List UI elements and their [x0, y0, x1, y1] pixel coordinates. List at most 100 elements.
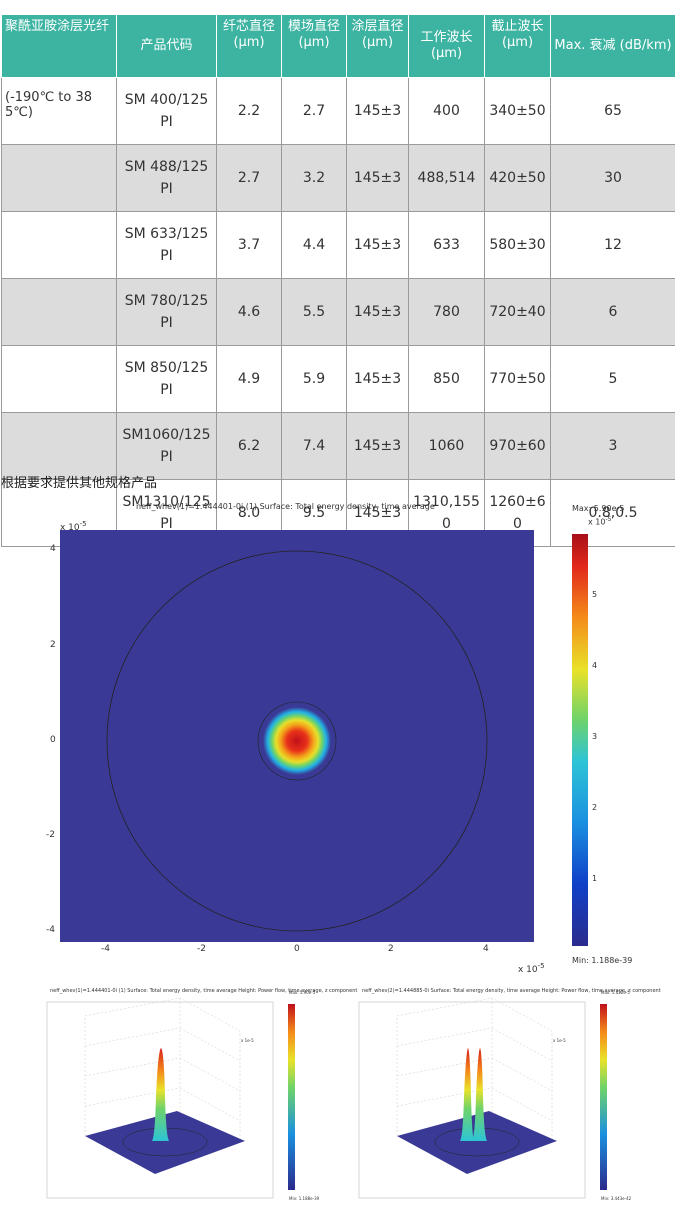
colorbar-tick: 2	[592, 803, 598, 812]
colorbar-max: Max: 5.90e-5	[572, 504, 625, 513]
table-cell: 2.7	[216, 144, 282, 212]
table-cell: SM 850/125 PI	[116, 345, 217, 413]
small-axis-label: x 1e-5	[241, 1038, 254, 1043]
header-cell: 工作波长 (μm)	[408, 14, 485, 78]
colorbar-tick: 4	[592, 661, 598, 670]
table-cell	[1, 144, 117, 212]
table-cell: (-190℃ to 385℃)	[1, 77, 117, 145]
table-cell: 5	[550, 345, 675, 413]
table-cell: 4.4	[281, 211, 347, 279]
y-tick: 4	[50, 544, 56, 554]
y-tick: -2	[46, 830, 55, 840]
small-plot-right: neff_whev(2)=1.444885-0i Surface: Total …	[357, 986, 661, 1206]
table-cell: SM 488/125 PI	[116, 144, 217, 212]
small-colorbar-max: Max: 5.90e-5	[289, 990, 316, 995]
small-plot-left-svg	[46, 997, 295, 1199]
table-cell: 970±60	[484, 412, 551, 480]
small-plot-right-svg	[358, 997, 607, 1199]
colorbar-tick: 3	[592, 732, 598, 741]
table-row: SM 780/125 PI 4.6 5.5 145±3 780 720±40 6	[1, 278, 675, 346]
table-cell	[1, 211, 117, 279]
table-cell: 65	[550, 77, 675, 145]
table-cell: 1060	[408, 412, 485, 480]
table-cell: SM1060/125 PI	[116, 412, 217, 480]
mode-peak	[472, 1048, 487, 1141]
y-tick: 2	[50, 640, 56, 650]
table-cell: 400	[408, 77, 485, 145]
small-axis-label: x 1e-5	[553, 1038, 566, 1043]
table-cell: 12	[550, 211, 675, 279]
small-plot-title: neff_whev(1)=1.444401-0i (1) Surface: To…	[50, 988, 358, 994]
table-cell: 145±3	[346, 211, 409, 279]
table-cell: 633	[408, 211, 485, 279]
small-colorbar-min: Min: 1.188e-39	[289, 1196, 320, 1201]
table-cell	[1, 345, 117, 413]
spec-table: 聚酰亚胺涂层光纤 产品代码 纤芯直径 (μm) 模场直径 (μm) 涂层直径 (…	[1, 14, 675, 547]
header-cell: 模场直径 (μm)	[281, 14, 347, 78]
table-cell: 4.6	[216, 278, 282, 346]
table-cell: 4.9	[216, 345, 282, 413]
table-row: SM 633/125 PI 3.7 4.4 145±3 633 580±30 12	[1, 211, 675, 279]
x-tick: 2	[388, 944, 394, 954]
table-row: (-190℃ to 385℃) SM 400/125 PI 2.2 2.7 145±3 4…	[1, 77, 675, 145]
y-tick: -4	[46, 925, 55, 935]
table-cell: 3.2	[281, 144, 347, 212]
mode-peak	[460, 1048, 474, 1141]
table-cell: 2.2	[216, 77, 282, 145]
note-text: 根据要求提供其他规格产品	[1, 476, 158, 491]
table-cell: 6.2	[216, 412, 282, 480]
x-tick: 0	[294, 944, 300, 954]
table-cell: 850	[408, 345, 485, 413]
table-cell: 340±50	[484, 77, 551, 145]
x-tick: -4	[101, 944, 110, 954]
table-cell: 3	[550, 412, 675, 480]
table-cell: 720±40	[484, 278, 551, 346]
table-cell: 145±3	[346, 345, 409, 413]
table-cell: 0.8,0.5	[550, 479, 675, 547]
main-plot-title: neff_whev(1)=1.444401-0i (1) Surface: To…	[136, 502, 435, 511]
x-scale: x 10-5	[518, 962, 545, 975]
header-cell: 聚酰亚胺涂层光纤	[1, 14, 117, 78]
small-colorbar	[288, 1004, 295, 1190]
table-cell: 3.7	[216, 211, 282, 279]
header-cell: Max. 衰减 (dB/km)	[550, 14, 675, 78]
colorbar-tick: 1	[592, 874, 598, 883]
table-cell: 7.4	[281, 412, 347, 480]
table-cell: 5.5	[281, 278, 347, 346]
main-plot-svg	[60, 530, 588, 946]
table-cell: 2.7	[281, 77, 347, 145]
table-cell: 6	[550, 278, 675, 346]
cladding-circle	[106, 550, 488, 932]
table-row: SM1060/125 PI 6.2 7.4 145±3 1060 970±60 3	[1, 412, 675, 480]
colorbar-tick: 5	[592, 590, 598, 599]
table-cell: 488,514	[408, 144, 485, 212]
table-cell: 145±3	[346, 144, 409, 212]
table-cell: 780	[408, 278, 485, 346]
mode-field	[263, 707, 331, 775]
x-tick: 4	[483, 944, 489, 954]
main-plot: neff_whev(1)=1.444401-0i (1) Surface: To…	[40, 500, 640, 980]
core-circle	[257, 701, 337, 781]
small-plot-title: neff_whev(2)=1.444885-0i Surface: Total …	[362, 988, 661, 994]
table-header-row: 聚酰亚胺涂层光纤 产品代码 纤芯直径 (μm) 模场直径 (μm) 涂层直径 (…	[1, 14, 675, 78]
table-row: SM 850/125 PI 4.9 5.9 145±3 850 770±50 5	[1, 345, 675, 413]
y-tick: 0	[50, 735, 56, 745]
header-cell: 涂层直径 (μm)	[346, 14, 409, 78]
header-cell: 纤芯直径 (μm)	[216, 14, 282, 78]
table-cell: 145±3	[346, 278, 409, 346]
table-cell: SM 400/125 PI	[116, 77, 217, 145]
table-cell: 30	[550, 144, 675, 212]
x-tick: -2	[197, 944, 206, 954]
surface-base	[397, 1111, 557, 1174]
colorbar	[572, 534, 588, 946]
surface-base	[85, 1111, 245, 1174]
colorbar-scale: x 10-5	[588, 516, 612, 527]
header-cell: 产品代码	[116, 14, 217, 78]
small-plot-left: neff_whev(1)=1.444401-0i (1) Surface: To…	[45, 986, 357, 1206]
table-cell: 145±3	[346, 77, 409, 145]
colorbar-min: Min: 1.188e-39	[572, 956, 633, 965]
header-cell: 截止波长 (μm)	[484, 14, 551, 78]
main-plot-scale: x 10-5	[60, 520, 87, 533]
small-colorbar	[600, 1004, 607, 1190]
small-colorbar-max: Max: 5.022e-5	[601, 990, 630, 995]
